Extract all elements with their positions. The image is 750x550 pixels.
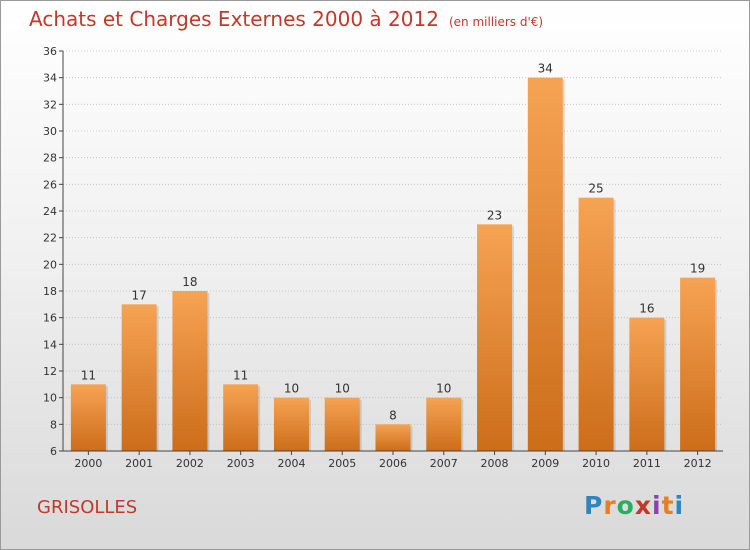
logo-letter: i	[652, 491, 662, 520]
x-tick-label: 2010	[582, 457, 610, 470]
bar	[426, 397, 462, 451]
bar	[121, 304, 157, 451]
y-tick-label: 8	[50, 418, 57, 431]
labels: 6 8 10 12 14 16 18 20 22 24 26 28 30 32 34 36 11 2000 17 20…	[43, 45, 712, 470]
bar	[172, 291, 208, 451]
bar	[70, 384, 106, 451]
x-tick-label: 2003	[227, 457, 255, 470]
logo-letter: i	[674, 491, 685, 520]
data-label: 25	[588, 182, 603, 196]
y-tick-label: 24	[43, 205, 57, 218]
bar	[477, 224, 513, 451]
y-tick-label: 30	[43, 125, 57, 138]
bar	[273, 397, 309, 451]
data-label: 10	[284, 382, 299, 396]
y-tick-label: 28	[43, 152, 57, 165]
y-tick-label: 34	[43, 72, 57, 85]
x-tick-label: 2011	[633, 457, 661, 470]
proxiti-logo: Proxiti	[584, 491, 684, 520]
x-tick-label: 2008	[481, 457, 509, 470]
bars	[70, 77, 718, 452]
logo-letter: o	[616, 491, 635, 520]
y-tick-label: 26	[43, 178, 57, 191]
x-tick-label: 2007	[430, 457, 458, 470]
y-tick-label: 12	[43, 365, 57, 378]
data-label: 10	[436, 382, 451, 396]
data-label: 8	[389, 408, 397, 422]
x-tick-label: 2001	[125, 457, 153, 470]
x-tick-label: 2012	[684, 457, 712, 470]
data-label: 11	[81, 368, 96, 382]
y-tick-label: 36	[43, 45, 57, 58]
y-tick-label: 14	[43, 338, 57, 351]
x-tick-label: 2004	[277, 457, 305, 470]
commune-name: GRISOLLES	[37, 497, 138, 518]
bar	[527, 77, 563, 452]
data-label: 19	[690, 262, 705, 276]
axes	[59, 50, 723, 455]
x-tick-label: 2000	[74, 457, 102, 470]
y-tick-label: 10	[43, 392, 57, 405]
data-label: 23	[487, 208, 502, 222]
x-tick-label: 2006	[379, 457, 407, 470]
logo-letter: r	[603, 491, 617, 520]
data-label: 17	[132, 288, 147, 302]
chart-title-text: Achats et Charges Externes 2000 à 2012	[29, 7, 439, 31]
chart-title: Achats et Charges Externes 2000 à 2012 (e…	[29, 7, 543, 31]
bar	[578, 197, 614, 451]
bar	[375, 424, 411, 451]
y-tick-label: 22	[43, 232, 57, 245]
data-label: 10	[335, 382, 350, 396]
logo-letter: t	[661, 491, 675, 520]
y-tick-label: 6	[50, 445, 57, 458]
data-label: 18	[182, 275, 197, 289]
bar	[629, 317, 665, 451]
y-tick-label: 20	[43, 258, 57, 271]
chart-unit: (en milliers d'€)	[448, 15, 544, 29]
bar	[223, 384, 259, 451]
x-tick-label: 2005	[328, 457, 356, 470]
data-label: 11	[233, 368, 248, 382]
data-label: 34	[538, 62, 553, 76]
x-tick-label: 2002	[176, 457, 204, 470]
logo-letter: P	[584, 491, 604, 520]
data-label: 16	[639, 302, 654, 316]
bar	[680, 277, 716, 451]
y-tick-label: 32	[43, 98, 57, 111]
y-tick-label: 16	[43, 312, 57, 325]
gridlines	[63, 50, 723, 425]
bar	[324, 397, 360, 451]
logo-letter: x	[634, 491, 652, 520]
x-tick-label: 2009	[531, 457, 559, 470]
y-tick-label: 18	[43, 285, 57, 298]
